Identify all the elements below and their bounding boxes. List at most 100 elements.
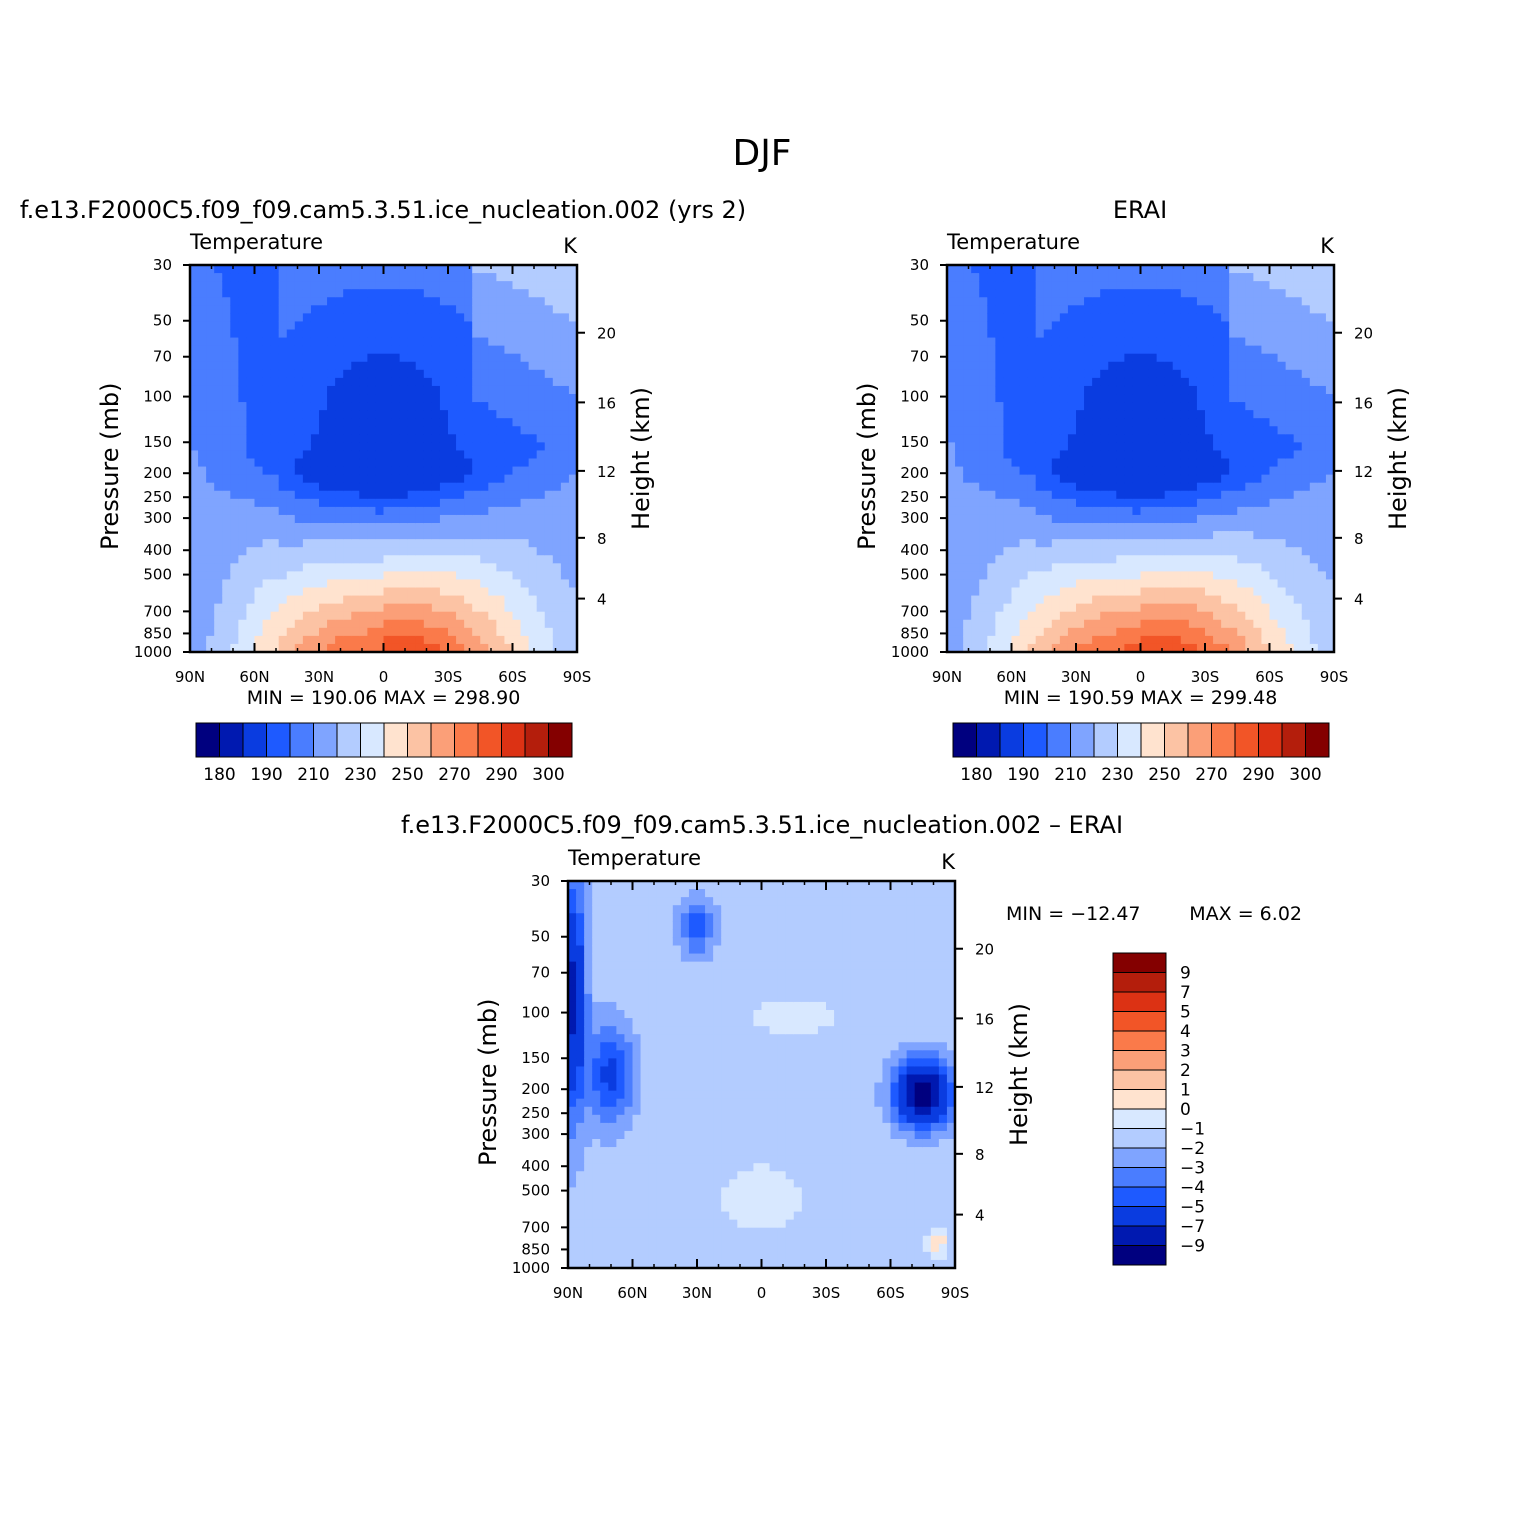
field-cell — [568, 961, 577, 971]
field-cell — [1269, 635, 1279, 645]
field-cell — [1156, 571, 1166, 581]
field-cell — [1301, 547, 1311, 556]
field-cell — [1172, 402, 1182, 411]
field-cell — [1261, 345, 1271, 355]
field-cell — [1205, 442, 1214, 452]
field-cell — [1229, 434, 1238, 443]
field-cell — [488, 498, 497, 508]
field-cell — [1253, 490, 1263, 500]
field-cell — [294, 619, 304, 629]
field-cell — [1196, 418, 1206, 427]
field-cell — [568, 458, 578, 468]
field-cell — [955, 402, 964, 411]
field-cell — [1124, 635, 1134, 645]
field-cell — [1213, 402, 1222, 411]
field-cell — [230, 458, 239, 468]
field-cell — [1196, 595, 1206, 605]
field-cell — [1156, 603, 1166, 613]
field-cell — [464, 506, 473, 516]
field-cell — [1261, 418, 1271, 427]
field-cell — [270, 555, 280, 564]
field-cell — [286, 402, 296, 411]
field-cell — [1180, 498, 1190, 508]
field-cell — [302, 442, 312, 452]
field-cell — [576, 953, 585, 963]
field-cell — [1245, 498, 1254, 508]
field-cell — [1213, 579, 1222, 589]
field-cell — [1221, 611, 1230, 621]
field-cell — [488, 514, 497, 524]
field-cell — [552, 337, 562, 347]
field-cell — [1317, 418, 1327, 427]
field-cell — [1019, 611, 1029, 621]
field-cell — [1148, 555, 1158, 564]
field-cell — [423, 297, 433, 306]
field-cell — [310, 595, 320, 605]
field-cell — [1148, 603, 1158, 613]
field-cell — [222, 289, 231, 298]
field-cell — [512, 635, 522, 645]
field-cell — [1084, 337, 1093, 347]
field-cell — [1108, 337, 1117, 347]
field-cell — [206, 337, 215, 347]
field-cell — [1116, 627, 1125, 637]
field-cell — [947, 635, 956, 645]
field-cell — [987, 329, 996, 339]
field-cell — [1059, 281, 1069, 290]
field-cell — [568, 531, 578, 540]
field-cell — [472, 402, 481, 411]
field-cell — [222, 603, 231, 613]
field-cell — [1003, 547, 1013, 556]
field-cell — [1180, 603, 1190, 613]
field-cell — [1108, 385, 1117, 395]
field-cell — [1325, 490, 1335, 500]
field-cell — [1301, 450, 1311, 460]
field-cell — [399, 555, 409, 564]
field-cell — [1043, 523, 1053, 532]
field-cell — [238, 603, 248, 613]
field-cell — [480, 297, 489, 306]
field-cell — [399, 547, 409, 556]
field-cell — [1027, 426, 1037, 435]
field-cell — [528, 595, 538, 605]
field-cell — [254, 506, 264, 516]
field-cell — [576, 929, 585, 939]
field-cell — [1140, 587, 1150, 597]
field-cell — [971, 458, 980, 468]
field-cell — [214, 329, 223, 339]
y-tick-label: 100 — [900, 388, 929, 406]
colorbar-box — [524, 722, 549, 758]
field-cell — [568, 514, 578, 524]
field-cell — [520, 547, 530, 556]
field-cell — [1067, 611, 1077, 621]
field-cell — [979, 434, 988, 443]
field-cell — [1084, 603, 1093, 613]
field-cell — [1148, 321, 1158, 331]
field-cell — [1221, 273, 1230, 282]
field-cell — [359, 539, 368, 548]
field-cell — [560, 611, 570, 621]
field-cell — [319, 442, 328, 452]
field-cell — [1301, 490, 1311, 500]
field-cell — [294, 643, 304, 653]
field-cell — [375, 297, 385, 306]
field-cell — [496, 514, 506, 524]
field-cell — [1253, 418, 1263, 427]
field-cell — [310, 402, 320, 411]
field-cell — [351, 450, 360, 460]
field-cell — [343, 514, 352, 524]
field-cell — [198, 377, 207, 387]
field-cell — [536, 547, 546, 556]
field-cell — [480, 482, 489, 492]
field-cell — [1108, 563, 1117, 572]
field-cell — [399, 418, 409, 427]
field-cell — [456, 377, 465, 387]
field-cell — [1309, 418, 1319, 427]
field-cell — [1245, 377, 1254, 387]
field-cell — [1180, 643, 1190, 653]
field-cell — [1084, 635, 1093, 645]
field-cell — [343, 345, 352, 355]
field-cell — [1116, 571, 1125, 581]
field-cell — [1067, 603, 1077, 613]
field-cell — [1100, 563, 1109, 572]
